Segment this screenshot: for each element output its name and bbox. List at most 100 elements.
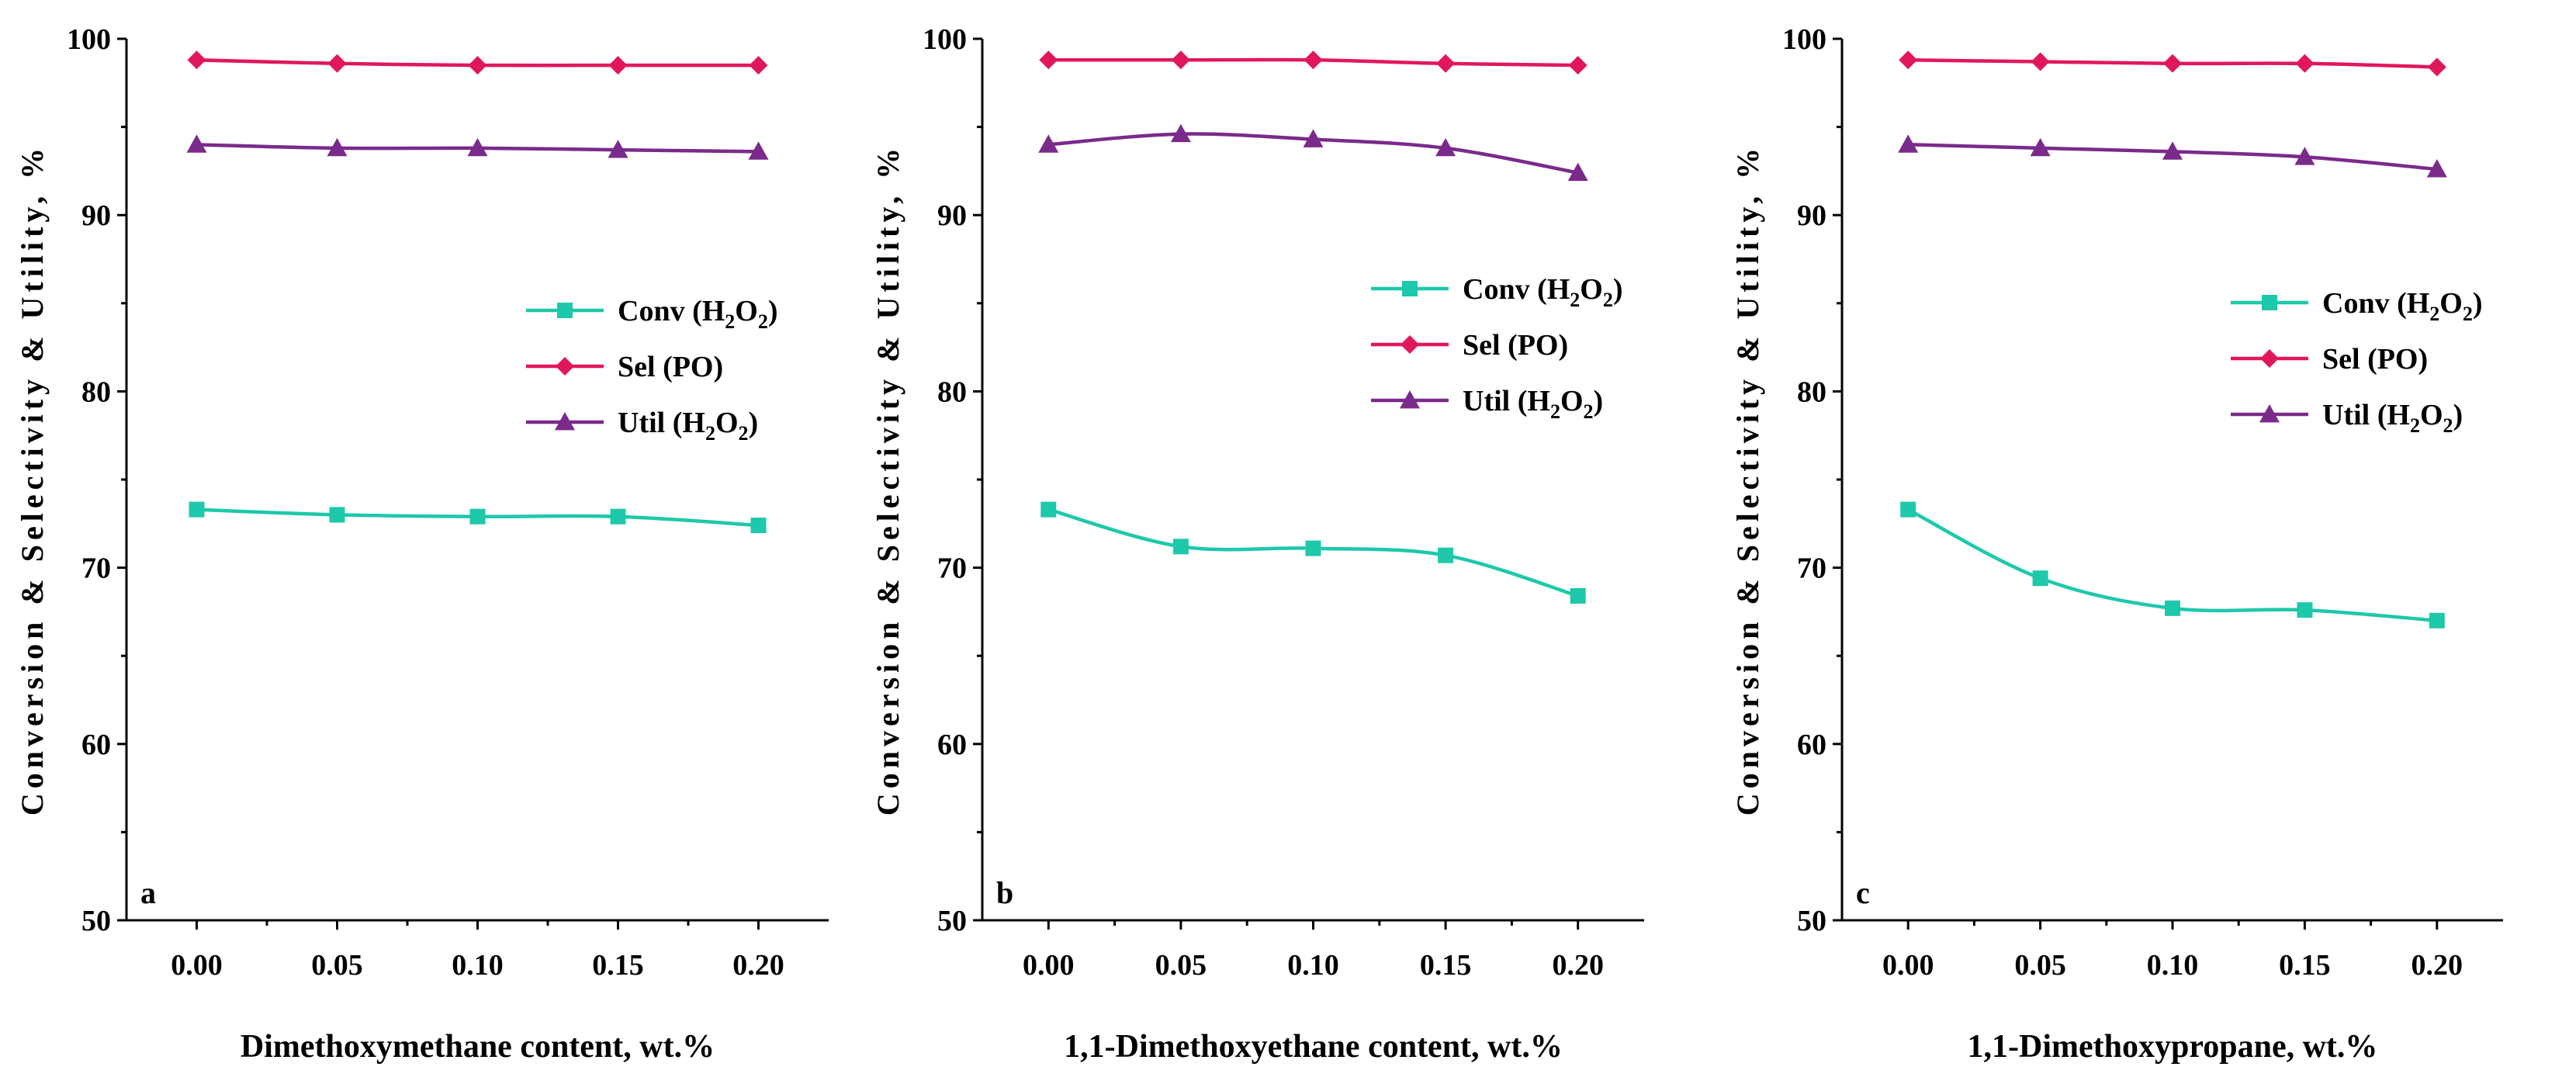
x-tick-label: 0.05 [2014, 949, 2066, 982]
y-tick-label: 90 [81, 199, 111, 232]
legend-swatch-marker-conv [557, 303, 573, 318]
data-point-conv [750, 518, 767, 534]
data-point-sel [327, 54, 347, 73]
legend-paren-sel: (PO) [663, 351, 723, 383]
legend-name-util: Util [2322, 399, 2377, 431]
x-tick-label: 0.05 [1155, 949, 1207, 982]
data-point-sel [2163, 54, 2182, 73]
legend-label-conv: Conv (H2O2) [618, 295, 778, 333]
data-point-conv [2297, 602, 2313, 618]
data-point-conv [2165, 600, 2180, 616]
x-tick-label: 0.15 [1420, 949, 1472, 982]
legend-paren-sel: (PO) [2367, 343, 2428, 376]
x-tick-label: 0.20 [732, 949, 784, 982]
data-point-sel [468, 56, 487, 75]
y-tick-label: 100 [67, 23, 111, 56]
legend-label-sel: Sel (PO) [1463, 329, 1568, 362]
data-point-util [608, 140, 628, 158]
legend-swatch-marker-util [555, 412, 575, 431]
data-point-conv [1438, 547, 1454, 563]
data-point-conv [1040, 501, 1057, 518]
data-point-util [2162, 141, 2183, 160]
legend-paren-util: (H2O2) [673, 407, 758, 445]
legend-paren-sel: (PO) [1508, 329, 1568, 362]
x-tick-label: 0.00 [171, 949, 223, 982]
y-tick-label: 80 [81, 376, 111, 408]
x-tick-label: 0.00 [1023, 949, 1075, 982]
y-tick-label: 90 [937, 199, 967, 232]
legend-swatch-marker-util [1400, 390, 1420, 409]
y-tick-label: 50 [81, 905, 111, 937]
y-tick-label: 90 [1797, 199, 1826, 232]
legend-paren-conv: (H2O2) [692, 295, 777, 333]
chart-panel-a: 50 60 70 80 90 100 0.00 0.05 0.10 0.15 0.20 Dimetho… [15, 23, 829, 1065]
data-point-conv [2032, 570, 2048, 587]
panel-label: c [1856, 875, 1870, 910]
data-point-sel [2031, 52, 2050, 71]
data-point-sel [608, 56, 628, 75]
legend-label-sel: Sel (PO) [618, 351, 723, 383]
y-axis-label: Conversion & Selectivity & Utility, % [15, 144, 50, 816]
x-tick-label: 0.10 [452, 949, 504, 982]
y-tick-label: 100 [1782, 23, 1826, 56]
data-point-util [1435, 137, 1456, 157]
legend-name-conv: Conv [1463, 273, 1537, 306]
chart-panel-b: 50 60 70 80 90 100 0.00 0.05 0.10 0.15 0.20 1,1-Dim… [871, 23, 1644, 1065]
legend: Conv (H2O2) Sel (PO) Util (H2O2) [2231, 287, 2483, 437]
x-tick-label: 0.20 [1552, 949, 1604, 982]
legend-label-util: Util (H2O2) [1463, 385, 1603, 423]
y-tick-label: 70 [937, 552, 967, 585]
data-point-conv [610, 508, 626, 525]
data-point-util [2426, 159, 2447, 178]
legend-swatch-marker-util [2259, 404, 2280, 423]
legend-label-conv: Conv (H2O2) [1463, 273, 1623, 311]
legend-paren-conv: (H2O2) [2397, 287, 2482, 325]
x-axis-label: 1,1-Dimethoxyethane content, wt.% [1064, 1029, 1563, 1065]
data-point-sel [2427, 57, 2446, 77]
legend-swatch-marker-sel [2260, 349, 2279, 368]
data-point-conv [1172, 539, 1189, 555]
legend-name-util: Util [618, 407, 673, 439]
legend-label-conv: Conv (H2O2) [2322, 287, 2483, 325]
data-point-util [748, 141, 769, 160]
data-point-sel [2295, 54, 2315, 73]
data-point-sel [1436, 54, 1456, 73]
chart-panel-c: 50 60 70 80 90 100 0.00 0.05 0.10 0.15 0.20 1,1-Dim… [1730, 23, 2503, 1065]
data-point-conv [189, 501, 205, 518]
data-point-util [2030, 137, 2051, 157]
legend-label-util: Util (H2O2) [2322, 399, 2463, 437]
x-tick-label: 0.05 [311, 949, 363, 982]
legend: Conv (H2O2) Sel (PO) Util (H2O2) [526, 295, 778, 445]
y-tick-label: 60 [81, 729, 111, 761]
panel-label: a [140, 875, 156, 910]
legend-name-util: Util [1463, 385, 1518, 417]
legend-paren-util: (H2O2) [1518, 385, 1603, 423]
y-tick-label: 70 [1797, 552, 1826, 585]
legend-paren-conv: (H2O2) [1537, 273, 1622, 311]
legend-name-sel: Sel [1463, 329, 1508, 362]
x-tick-label: 0.15 [2279, 949, 2331, 982]
y-tick-label: 50 [1797, 905, 1826, 937]
data-point-sel [1171, 50, 1190, 70]
x-axis-label: 1,1-Dimethoxypropane, wt.% [1968, 1029, 2378, 1065]
y-tick-label: 70 [81, 552, 111, 585]
data-point-util [1038, 134, 1059, 153]
legend-label-sel: Sel (PO) [2322, 343, 2428, 376]
y-axis-label: Conversion & Selectivity & Utility, % [871, 144, 905, 816]
legend-swatch-marker-conv [2262, 295, 2277, 310]
data-point-util [1898, 134, 1919, 153]
data-point-conv [1305, 540, 1321, 556]
y-tick-label: 80 [937, 376, 967, 408]
x-tick-label: 0.10 [2147, 949, 2199, 982]
data-point-util [327, 137, 348, 157]
y-tick-label: 60 [1797, 729, 1826, 761]
legend: Conv (H2O2) Sel (PO) Util (H2O2) [1371, 273, 1623, 423]
legend-swatch-marker-sel [556, 357, 574, 376]
x-tick-label: 0.00 [1882, 949, 1934, 982]
data-point-sel [749, 56, 768, 75]
legend-swatch-marker-sel [1401, 335, 1419, 354]
data-point-util [1567, 162, 1588, 182]
legend-swatch-marker-conv [1402, 281, 1418, 296]
x-tick-label: 0.10 [1287, 949, 1339, 982]
